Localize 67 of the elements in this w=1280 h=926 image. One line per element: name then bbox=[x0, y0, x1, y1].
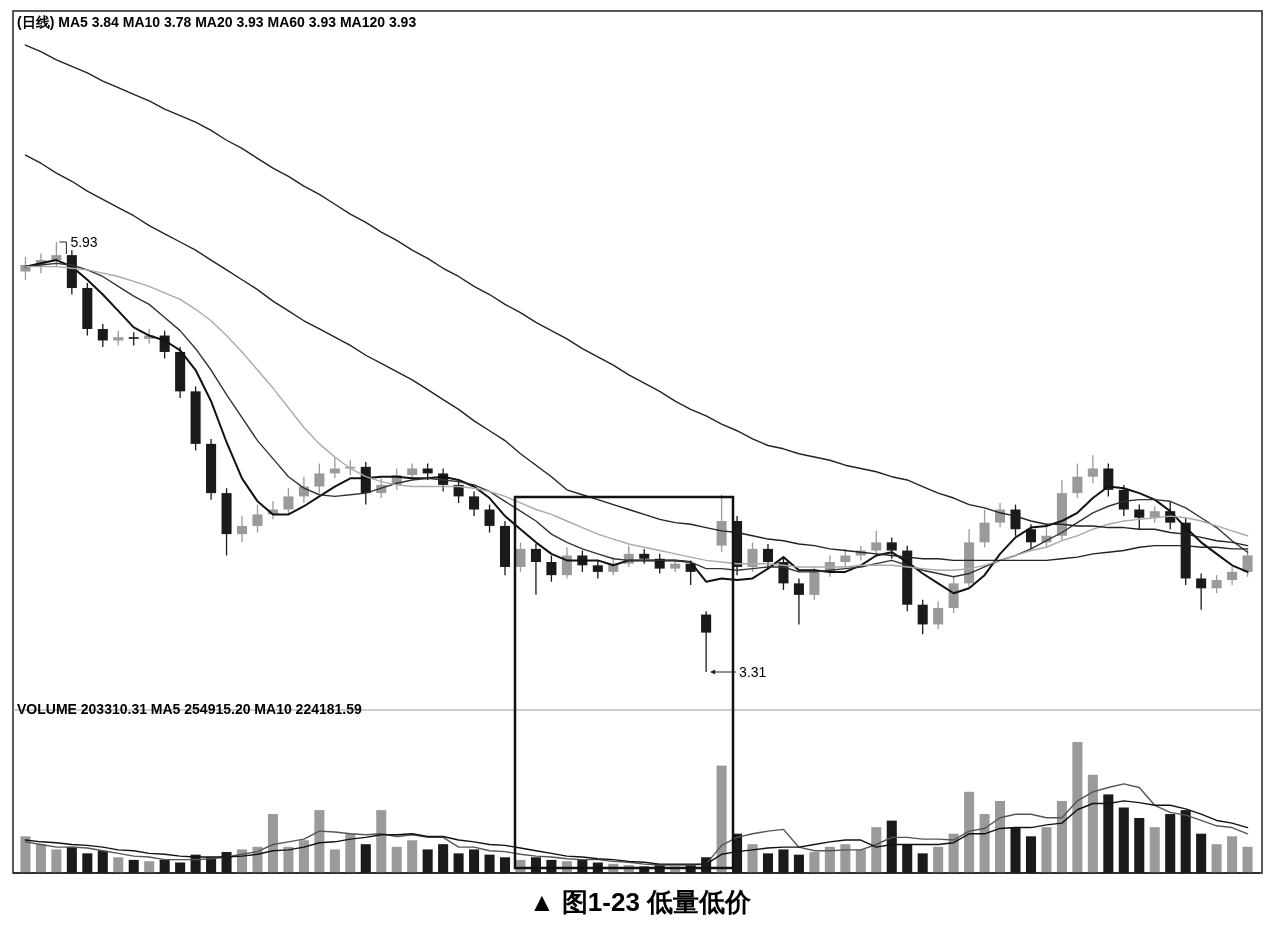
bar bbox=[376, 810, 387, 873]
bar bbox=[20, 836, 31, 873]
bar bbox=[840, 844, 851, 873]
candlestick bbox=[1087, 454, 1098, 484]
candlestick bbox=[314, 462, 325, 494]
bar bbox=[855, 849, 866, 873]
candlestick bbox=[793, 577, 804, 626]
candlestick bbox=[283, 487, 294, 516]
candlestick bbox=[97, 323, 108, 348]
candlestick bbox=[1010, 503, 1021, 537]
bar bbox=[407, 840, 418, 873]
bar bbox=[345, 833, 356, 873]
candlestick bbox=[1242, 548, 1253, 578]
bar bbox=[995, 800, 1006, 873]
candlestick bbox=[546, 554, 557, 583]
candlestick bbox=[252, 503, 263, 534]
bar bbox=[35, 844, 46, 873]
bar bbox=[747, 844, 758, 873]
bar bbox=[1072, 742, 1083, 873]
candlestick bbox=[809, 566, 820, 601]
bar bbox=[933, 846, 944, 873]
bar bbox=[314, 810, 325, 873]
bar bbox=[113, 857, 124, 873]
bar bbox=[1211, 844, 1222, 873]
bar bbox=[824, 846, 835, 873]
bar bbox=[51, 849, 62, 873]
candlestick bbox=[747, 541, 758, 573]
candlestick bbox=[1134, 503, 1145, 530]
bar bbox=[1056, 800, 1067, 873]
bar bbox=[1227, 836, 1238, 873]
candlestick bbox=[592, 559, 603, 580]
text: (日线) MA5 3.84 MA10 3.78 MA20 3.93 MA60 3.93 MA120 3.93 bbox=[17, 14, 417, 30]
candlestick bbox=[515, 541, 526, 573]
candlestick bbox=[1227, 566, 1238, 586]
annotation: 5.93 bbox=[70, 234, 98, 250]
candlestick bbox=[979, 508, 990, 548]
candlestick bbox=[236, 515, 248, 543]
bar bbox=[964, 791, 975, 873]
candlestick bbox=[933, 600, 944, 630]
bar bbox=[267, 814, 278, 873]
bar bbox=[391, 846, 402, 873]
bar bbox=[1149, 827, 1160, 873]
candlestick bbox=[561, 546, 572, 580]
candlestick bbox=[1072, 462, 1083, 499]
candlestick bbox=[469, 490, 480, 517]
candlestick bbox=[917, 599, 928, 635]
candlestick bbox=[840, 548, 851, 568]
bar bbox=[809, 852, 820, 873]
candlestick bbox=[1103, 462, 1114, 498]
bar bbox=[1087, 774, 1098, 873]
bar bbox=[298, 840, 309, 873]
candlestick bbox=[1196, 572, 1207, 611]
bar bbox=[871, 827, 882, 873]
bar bbox=[1041, 827, 1052, 873]
bar bbox=[716, 765, 727, 873]
bar bbox=[1242, 846, 1253, 873]
candlestick bbox=[1211, 574, 1222, 594]
candlestick bbox=[329, 456, 340, 479]
bar bbox=[144, 861, 155, 873]
candlestick bbox=[484, 503, 495, 534]
candlestick bbox=[1118, 484, 1129, 517]
bar bbox=[979, 814, 990, 873]
text: ▲ 图1-23 低量低价 bbox=[528, 887, 753, 917]
candlestick bbox=[1025, 523, 1037, 550]
bar bbox=[329, 849, 340, 873]
text: VOLUME 203310.31 MA5 254915.20 MA10 224181.59 bbox=[17, 701, 362, 717]
annotation: 3.31 bbox=[739, 664, 767, 680]
